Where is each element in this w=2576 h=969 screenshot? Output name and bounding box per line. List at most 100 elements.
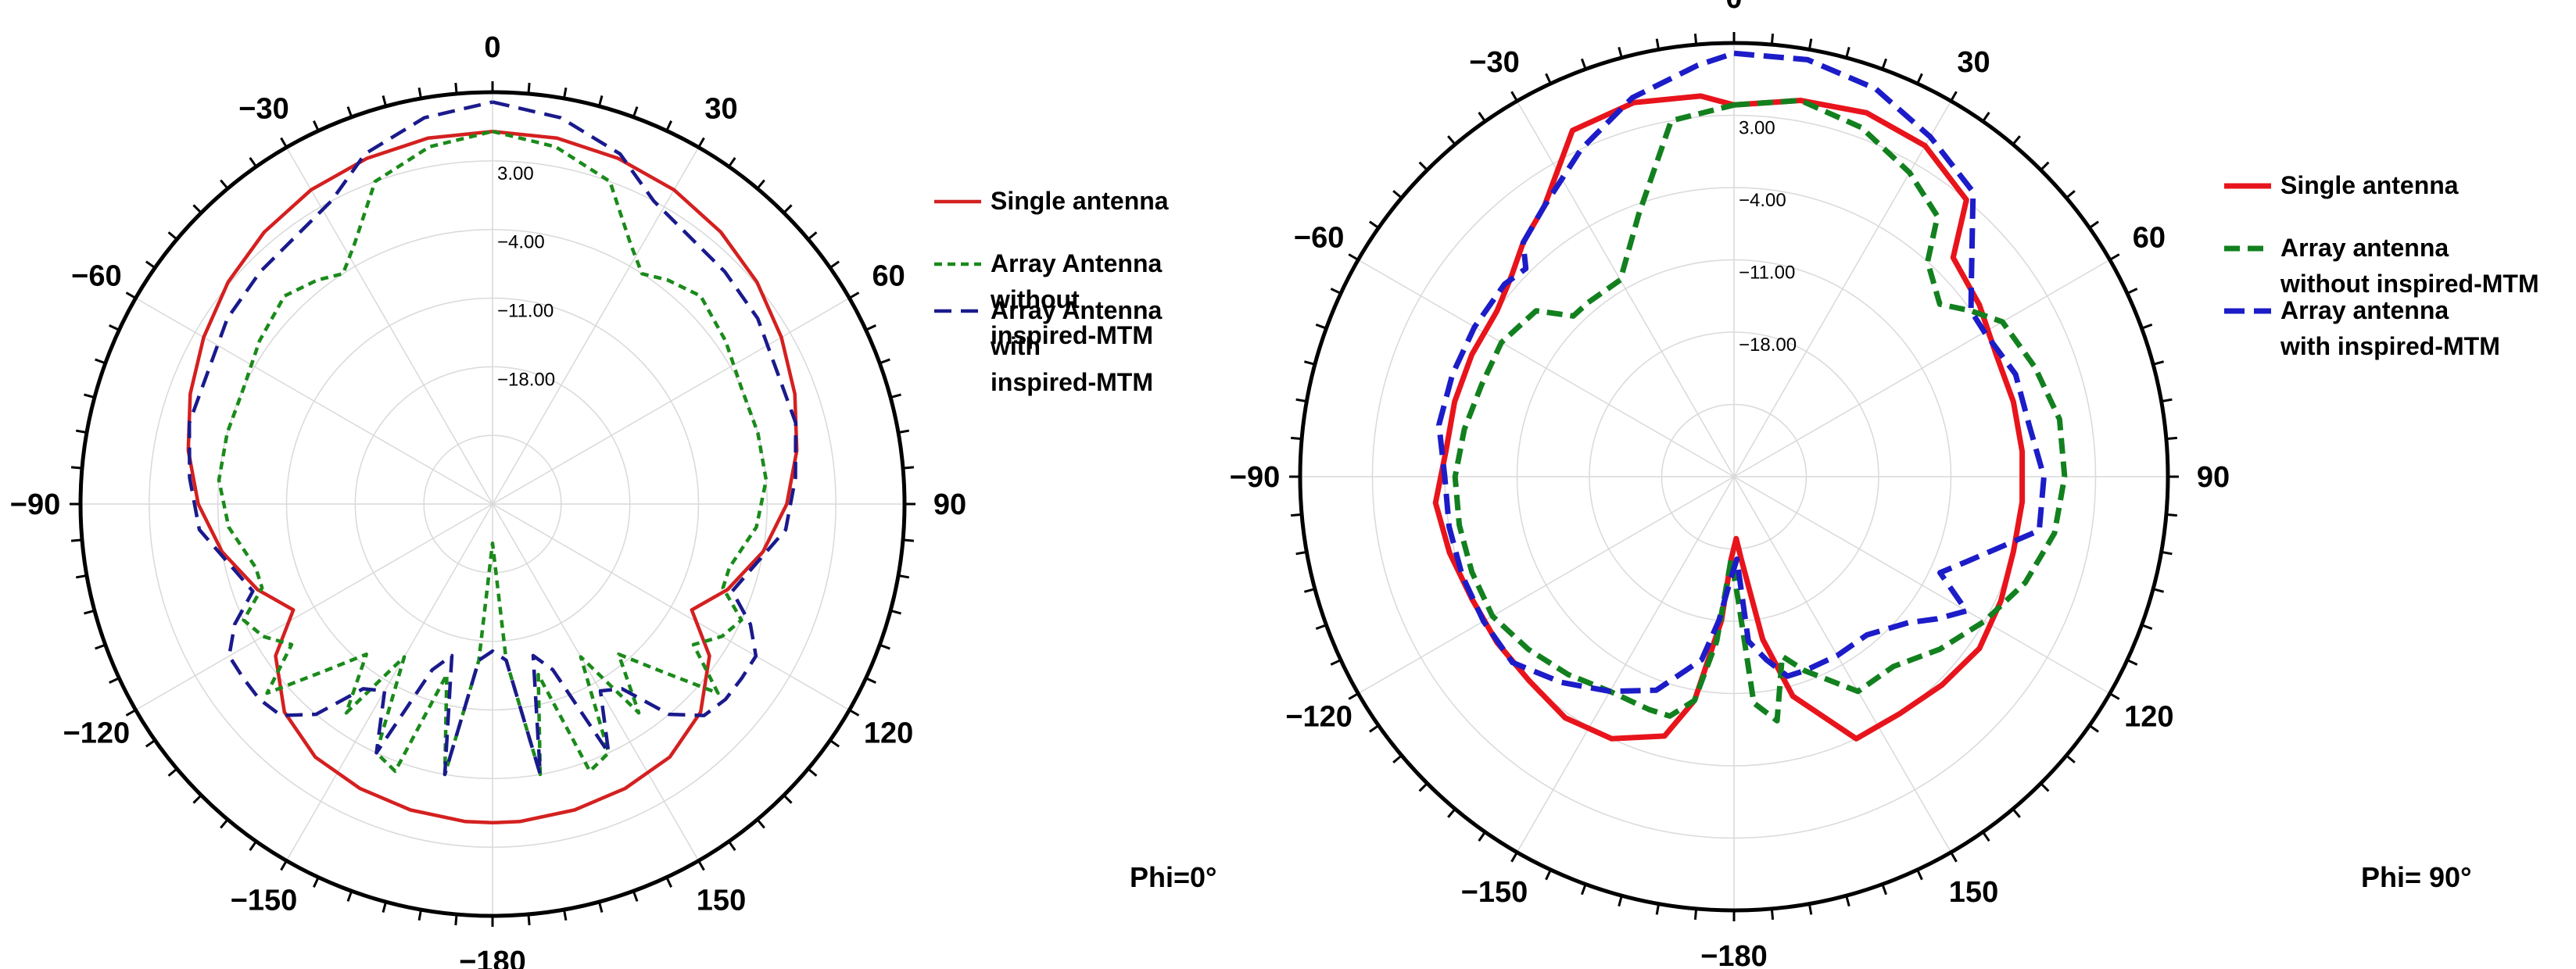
- angle-tick: [527, 82, 531, 95]
- angle-tick: [454, 82, 458, 95]
- angle-label: 0: [484, 31, 500, 64]
- angle-tick: [848, 291, 860, 299]
- angle-tick: [1315, 624, 1327, 631]
- angle-tick: [2152, 588, 2165, 593]
- angle-tick: [1418, 782, 1428, 792]
- angle-label: −150: [231, 885, 298, 917]
- angle-tick: [665, 876, 672, 888]
- radial-label: −18.00: [1739, 334, 1797, 356]
- angle-tick: [728, 156, 736, 168]
- grid-spoke: [1733, 476, 1952, 853]
- grid-spoke: [1357, 476, 1735, 695]
- angle-tick: [632, 106, 639, 118]
- angle-label: −120: [63, 717, 131, 750]
- grid-spoke: [1733, 259, 2111, 477]
- angle-tick: [1303, 588, 1316, 593]
- angle-tick: [902, 538, 915, 542]
- radial-label: −4.00: [497, 232, 545, 253]
- angle-tick: [220, 818, 229, 829]
- angle-tick: [2141, 624, 2153, 631]
- angle-tick: [1447, 135, 1456, 145]
- angle-tick: [597, 95, 604, 107]
- radial-label: −11.00: [1739, 263, 1795, 284]
- series-line-3: [187, 100, 798, 777]
- grid-spoke: [492, 297, 850, 505]
- grid-spoke: [492, 503, 700, 861]
- angle-label: −90: [1230, 461, 1280, 494]
- grid-spoke: [1516, 100, 1735, 477]
- angle-label: −120: [1285, 701, 1352, 734]
- angle-label: −90: [10, 488, 60, 521]
- angle-tick: [2012, 808, 2021, 818]
- angle-label: 120: [2124, 701, 2173, 734]
- grid-spoke: [1516, 476, 1735, 853]
- angle-tick: [697, 860, 705, 871]
- legend-label: without: [990, 285, 1080, 313]
- angle-tick: [527, 914, 531, 926]
- angle-tick: [95, 358, 106, 365]
- series-line-2: [217, 130, 769, 777]
- series-line-3: [1436, 50, 2047, 695]
- angle-tick: [756, 818, 765, 829]
- angle-tick: [829, 739, 840, 748]
- legend-label: Single antenna: [2280, 171, 2459, 199]
- polar-chart-left: 3.00 −4.00 −11.00 −18.00 0 30 60 90 120 150 −180 −1…: [10, 31, 966, 969]
- angle-tick: [249, 156, 257, 168]
- grid-spoke: [1357, 259, 1735, 477]
- legend-label: Array Antenna: [991, 296, 1163, 324]
- angle-tick: [697, 137, 705, 148]
- angle-tick: [192, 794, 202, 804]
- angle-tick: [313, 120, 320, 132]
- angle-tick: [417, 87, 422, 99]
- angle-tick: [70, 466, 83, 470]
- angle-tick: [2108, 253, 2120, 261]
- angle-tick: [2126, 288, 2138, 295]
- grid-spoke: [492, 147, 700, 505]
- angle-tick: [382, 95, 388, 107]
- angle-label: −180: [1700, 940, 1768, 969]
- angle-tick: [665, 120, 672, 132]
- legend-label: Array Antenna: [991, 249, 1163, 277]
- angle-tick: [1330, 288, 1342, 295]
- angle-tick: [865, 677, 876, 684]
- angle-tick: [728, 840, 736, 852]
- angle-tick: [1510, 851, 1518, 863]
- angle-tick: [454, 914, 458, 926]
- grid-spoke: [135, 503, 493, 711]
- angle-label: 90: [2197, 461, 2230, 494]
- legend-label: inspired-MTM: [991, 368, 1153, 396]
- angle-tick: [2166, 513, 2177, 517]
- angle-tick: [1369, 724, 1380, 733]
- angle-tick: [220, 179, 229, 190]
- angle-tick: [1478, 831, 1486, 842]
- angle-tick: [1295, 550, 1307, 556]
- angle-tick: [2108, 692, 2120, 700]
- angle-label: 60: [2133, 222, 2166, 255]
- angle-tick: [563, 909, 568, 921]
- angle-tick: [2065, 190, 2076, 199]
- radial-label: −18.00: [497, 369, 555, 390]
- angle-tick: [783, 204, 793, 214]
- angle-tick: [865, 324, 876, 331]
- grid-spoke: [1733, 100, 1952, 477]
- angle-label: 150: [1949, 876, 1998, 909]
- angle-tick: [70, 538, 83, 542]
- angle-tick: [2126, 659, 2138, 666]
- angle-label: −30: [238, 92, 288, 125]
- angle-label: 120: [864, 717, 913, 750]
- angle-tick: [109, 677, 120, 684]
- legend-label: Array antenna: [2280, 296, 2449, 324]
- angle-tick: [1655, 903, 1661, 915]
- angle-tick: [879, 643, 890, 650]
- angle-tick: [1881, 884, 1888, 896]
- angle-label: 30: [1957, 46, 1990, 79]
- angle-tick: [1330, 659, 1342, 666]
- angle-tick: [125, 291, 137, 299]
- series-line-2: [1452, 98, 2068, 724]
- legend-label: without inspired-MTM: [2280, 270, 2539, 298]
- angle-tick: [145, 739, 156, 748]
- phi-annotation-right: Phi= 90°: [2361, 861, 2471, 893]
- angle-tick: [2088, 724, 2099, 733]
- angle-tick: [95, 643, 106, 650]
